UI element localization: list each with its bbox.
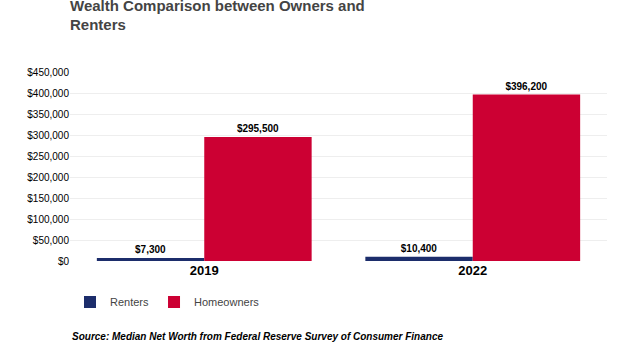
svg-text:$100,000: $100,000	[27, 214, 69, 225]
svg-text:$300,000: $300,000	[27, 130, 69, 141]
svg-text:$7,300: $7,300	[135, 244, 166, 255]
svg-text:2019: 2019	[190, 263, 219, 278]
svg-text:$150,000: $150,000	[27, 193, 69, 204]
svg-text:2022: 2022	[458, 263, 487, 278]
svg-text:Renters: Renters	[110, 296, 149, 308]
svg-text:Homeowners: Homeowners	[194, 296, 259, 308]
svg-text:Wealth Comparison between Owne: Wealth Comparison between Owners andRent…	[70, 0, 365, 33]
svg-text:$396,200: $396,200	[505, 81, 547, 92]
svg-text:$400,000: $400,000	[27, 88, 69, 99]
svg-text:$50,000: $50,000	[33, 235, 70, 246]
svg-text:$250,000: $250,000	[27, 151, 69, 162]
svg-text:$350,000: $350,000	[27, 109, 69, 120]
svg-text:$0: $0	[58, 256, 70, 267]
svg-text:$10,400: $10,400	[401, 243, 438, 254]
svg-text:$295,500: $295,500	[237, 123, 279, 134]
svg-text:$200,000: $200,000	[27, 172, 69, 183]
svg-text:$450,000: $450,000	[27, 67, 69, 78]
svg-text:Source: Median Net Worth from: Source: Median Net Worth from Federal Re…	[72, 331, 443, 342]
